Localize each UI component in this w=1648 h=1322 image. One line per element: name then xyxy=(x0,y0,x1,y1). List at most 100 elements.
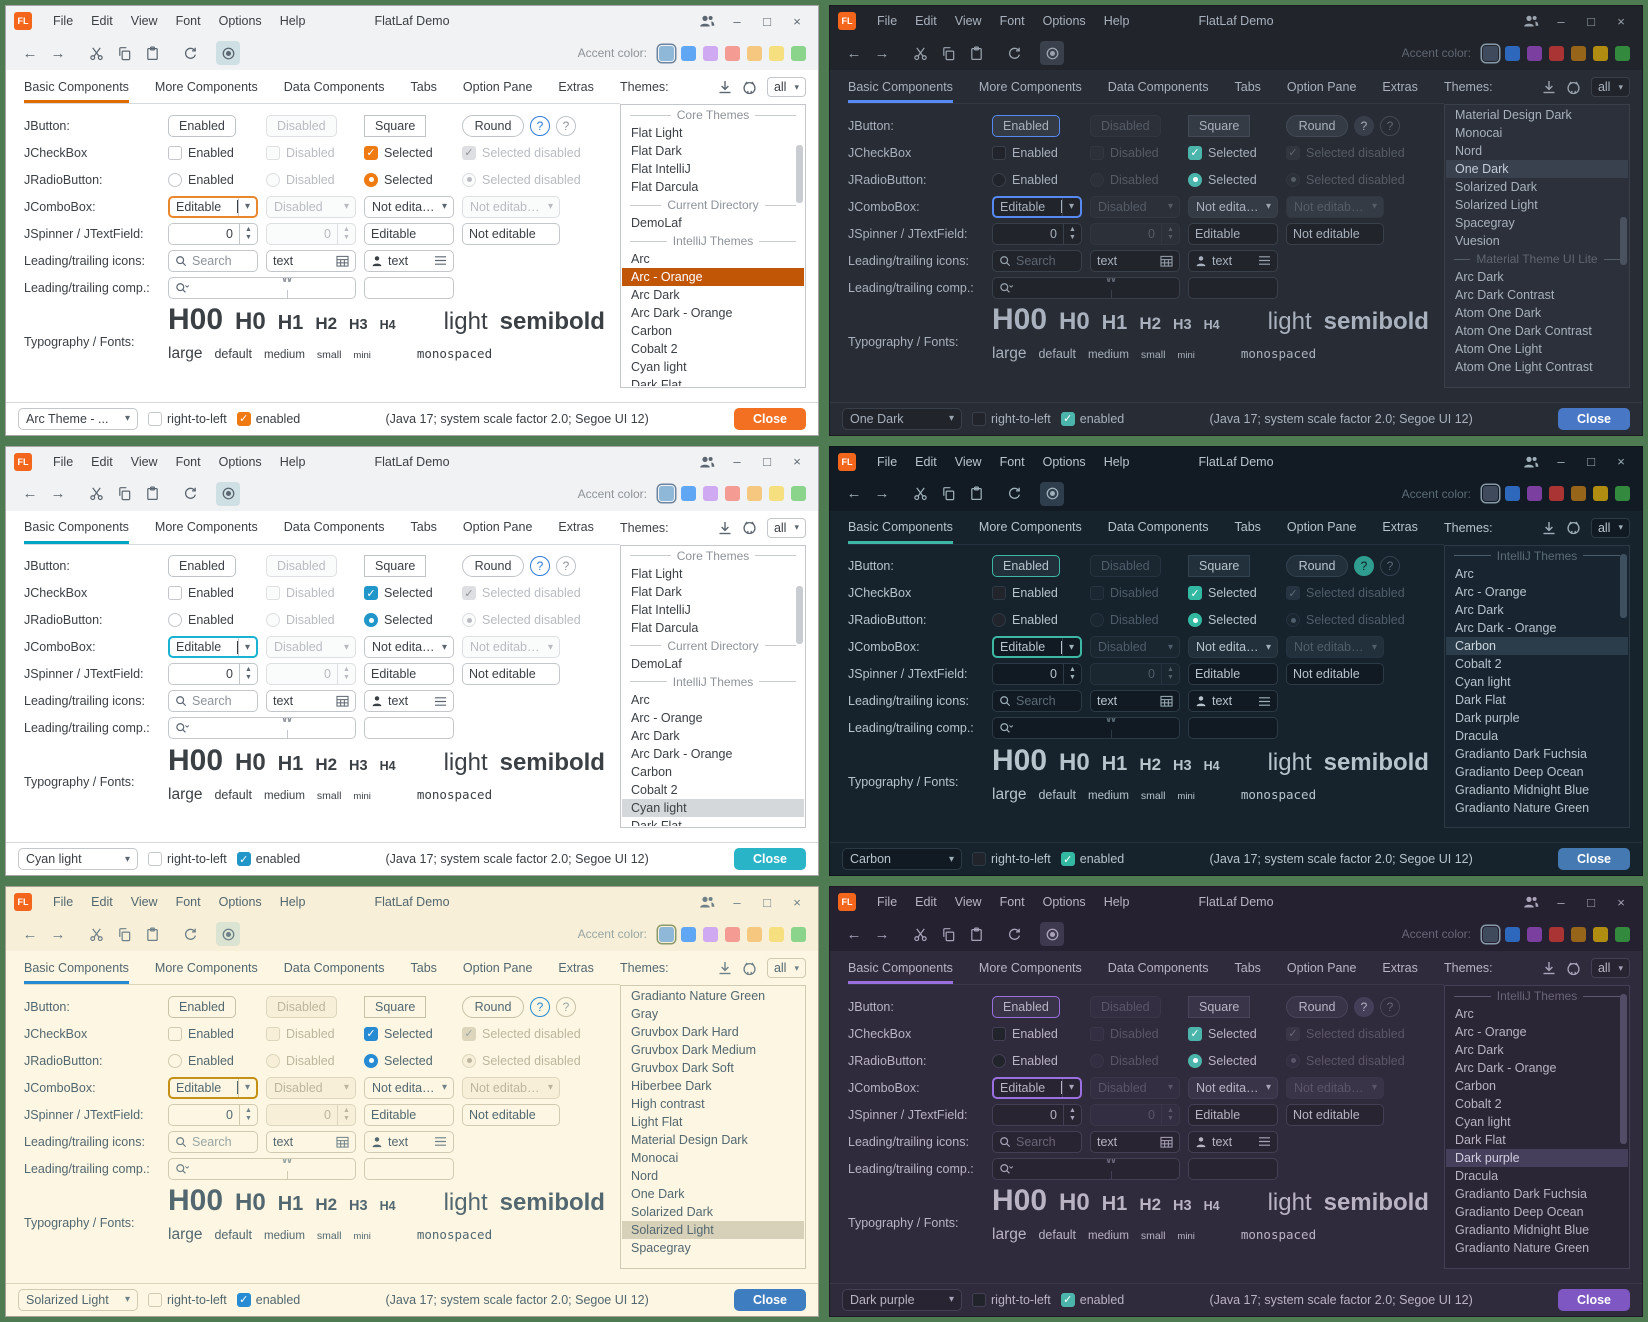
theme-list-item[interactable]: Arc Dark - Orange xyxy=(1455,1061,1557,1076)
theme-list-item[interactable]: Arc Dark xyxy=(1455,1043,1504,1058)
theme-list-item[interactable]: Cyan light xyxy=(1455,1115,1511,1130)
tab-extras[interactable]: Extras xyxy=(1382,960,1418,975)
minimize-button[interactable]: – xyxy=(733,894,741,910)
checkbox-selected[interactable]: Selected xyxy=(1188,145,1278,160)
checkbox-icon[interactable] xyxy=(168,1026,182,1041)
chevron-down-icon[interactable]: ▾ xyxy=(237,197,256,216)
enabled-checkbox[interactable]: enabled xyxy=(236,852,300,867)
back-icon[interactable]: ← xyxy=(846,44,862,62)
tab-more-components[interactable]: More Components xyxy=(978,960,1082,975)
combobox-editable[interactable]: Editable ▾ xyxy=(168,636,258,659)
theme-list-item[interactable]: Dark purple xyxy=(1446,1149,1628,1168)
clearable-input[interactable]: clear me × xyxy=(1188,717,1278,740)
copy-icon[interactable] xyxy=(112,482,136,506)
menu-help[interactable]: Help xyxy=(279,895,306,910)
radio-selected-icon[interactable] xyxy=(364,613,378,628)
accent-color-swatch[interactable] xyxy=(681,45,696,61)
user-list-input[interactable]: text xyxy=(364,1130,454,1153)
accent-color-swatch[interactable] xyxy=(1593,486,1608,502)
enabled-checkbox[interactable]: enabled xyxy=(236,1292,300,1307)
theme-list-item[interactable]: Flat Light xyxy=(631,566,683,581)
close-window-button[interactable]: × xyxy=(793,13,801,29)
back-icon[interactable]: ← xyxy=(22,44,38,62)
chevron-down-icon[interactable]: ▾ xyxy=(441,1082,447,1094)
menu-view[interactable]: View xyxy=(954,895,982,910)
theme-list-item[interactable]: Cobalt 2 xyxy=(1455,1097,1502,1112)
menu-font[interactable]: Font xyxy=(175,454,201,469)
users-icon[interactable] xyxy=(1518,892,1544,912)
help-button[interactable]: ? xyxy=(530,996,550,1017)
checkbox-selected[interactable]: Selected xyxy=(1188,1026,1278,1041)
minimize-button[interactable]: – xyxy=(1557,13,1565,29)
spinner[interactable]: 0 ▲ ▼ xyxy=(992,663,1082,686)
menu-font[interactable]: Font xyxy=(999,14,1025,28)
menu-file[interactable]: File xyxy=(877,454,898,469)
search-options-input[interactable]: Cc W * xyxy=(168,717,356,740)
tab-basic-components[interactable]: Basic Components xyxy=(24,951,129,985)
themes-filter-select[interactable]: all ▾ xyxy=(1590,77,1630,97)
help-button[interactable]: ? xyxy=(530,115,550,136)
enabled-checkbox[interactable]: enabled xyxy=(236,411,300,426)
refresh-icon[interactable] xyxy=(1002,41,1026,65)
scrollbar-thumb[interactable] xyxy=(796,145,803,203)
maximize-button[interactable]: □ xyxy=(763,894,771,910)
theme-list-item[interactable]: Atom One Dark Contrast xyxy=(1455,324,1592,338)
checkbox-enabled[interactable]: Enabled xyxy=(992,586,1082,601)
copy-icon[interactable] xyxy=(112,922,136,946)
chevron-down-icon[interactable]: ▾ xyxy=(1061,197,1080,216)
clearable-input[interactable]: clear me × xyxy=(364,717,454,740)
theme-list-item[interactable]: Gradianto Deep Ocean xyxy=(1455,1205,1584,1220)
enabled-button[interactable]: Enabled xyxy=(992,114,1060,137)
themes-filter-select[interactable]: all ▾ xyxy=(766,77,806,97)
theme-list-item[interactable]: Carbon xyxy=(631,764,672,779)
checkbox-checked-icon[interactable] xyxy=(1188,586,1202,601)
accent-color-swatch[interactable] xyxy=(1527,486,1542,502)
theme-list-item[interactable]: Atom One Dark xyxy=(1455,306,1542,320)
accent-color-swatch[interactable] xyxy=(1593,45,1608,61)
close-window-button[interactable]: × xyxy=(1617,454,1625,470)
menu-options[interactable]: Options xyxy=(218,895,262,910)
radio-icon[interactable] xyxy=(992,613,1006,628)
search-options-input[interactable]: Cc W * xyxy=(992,717,1180,740)
theme-list-item[interactable]: One Dark xyxy=(1446,160,1628,178)
user-list-input[interactable]: text xyxy=(364,690,454,713)
accent-color-swatch[interactable] xyxy=(703,486,718,502)
theme-list-item[interactable]: Cobalt 2 xyxy=(631,782,678,797)
clear-icon[interactable]: × xyxy=(376,1162,453,1176)
theme-list-item[interactable]: Arc xyxy=(631,692,650,707)
maximize-button[interactable]: □ xyxy=(763,454,771,470)
radio-selected[interactable]: Selected xyxy=(1188,613,1278,628)
checkbox-enabled[interactable]: Enabled xyxy=(168,145,258,160)
round-button[interactable]: Round xyxy=(1286,995,1348,1018)
whole-word-toggle[interactable]: W xyxy=(281,276,293,285)
copy-icon[interactable] xyxy=(936,41,960,65)
scrollbar-thumb[interactable] xyxy=(796,585,803,644)
close-button[interactable]: Close xyxy=(733,848,806,871)
spinner[interactable]: 0 ▲ ▼ xyxy=(992,222,1082,245)
menu-help[interactable]: Help xyxy=(279,14,306,28)
menu-view[interactable]: View xyxy=(954,454,982,469)
search-options-input[interactable]: Cc W * xyxy=(992,276,1180,299)
accent-color-swatch[interactable] xyxy=(1527,926,1542,942)
checkbox-checked-icon[interactable] xyxy=(1060,852,1075,867)
back-icon[interactable]: ← xyxy=(846,485,862,503)
scrollbar-thumb[interactable] xyxy=(1620,553,1627,618)
menu-edit[interactable]: Edit xyxy=(915,895,937,910)
square-button[interactable]: Square xyxy=(364,995,427,1018)
checkbox-checked-icon[interactable] xyxy=(1188,1026,1202,1041)
minimize-button[interactable]: – xyxy=(733,454,741,470)
enabled-checkbox[interactable]: enabled xyxy=(1060,411,1124,426)
help-button-secondary[interactable]: ? xyxy=(556,996,576,1017)
radio-selected[interactable]: Selected xyxy=(1188,172,1278,187)
accent-color-swatch[interactable] xyxy=(1483,45,1498,61)
theme-selector[interactable]: Dark purple ▾ xyxy=(842,1288,962,1311)
round-button[interactable]: Round xyxy=(462,555,524,578)
paste-icon[interactable] xyxy=(964,482,988,506)
tab-more-components[interactable]: More Components xyxy=(154,960,258,975)
theme-list-item[interactable]: Solarized Dark xyxy=(1455,180,1537,194)
checkbox-icon[interactable] xyxy=(972,852,986,867)
spinner[interactable]: 0 ▲ ▼ xyxy=(168,222,258,245)
checkbox-icon[interactable] xyxy=(148,1292,162,1307)
accent-color-swatch[interactable] xyxy=(1593,926,1608,942)
theme-list-item[interactable]: Flat IntelliJ xyxy=(631,602,691,617)
